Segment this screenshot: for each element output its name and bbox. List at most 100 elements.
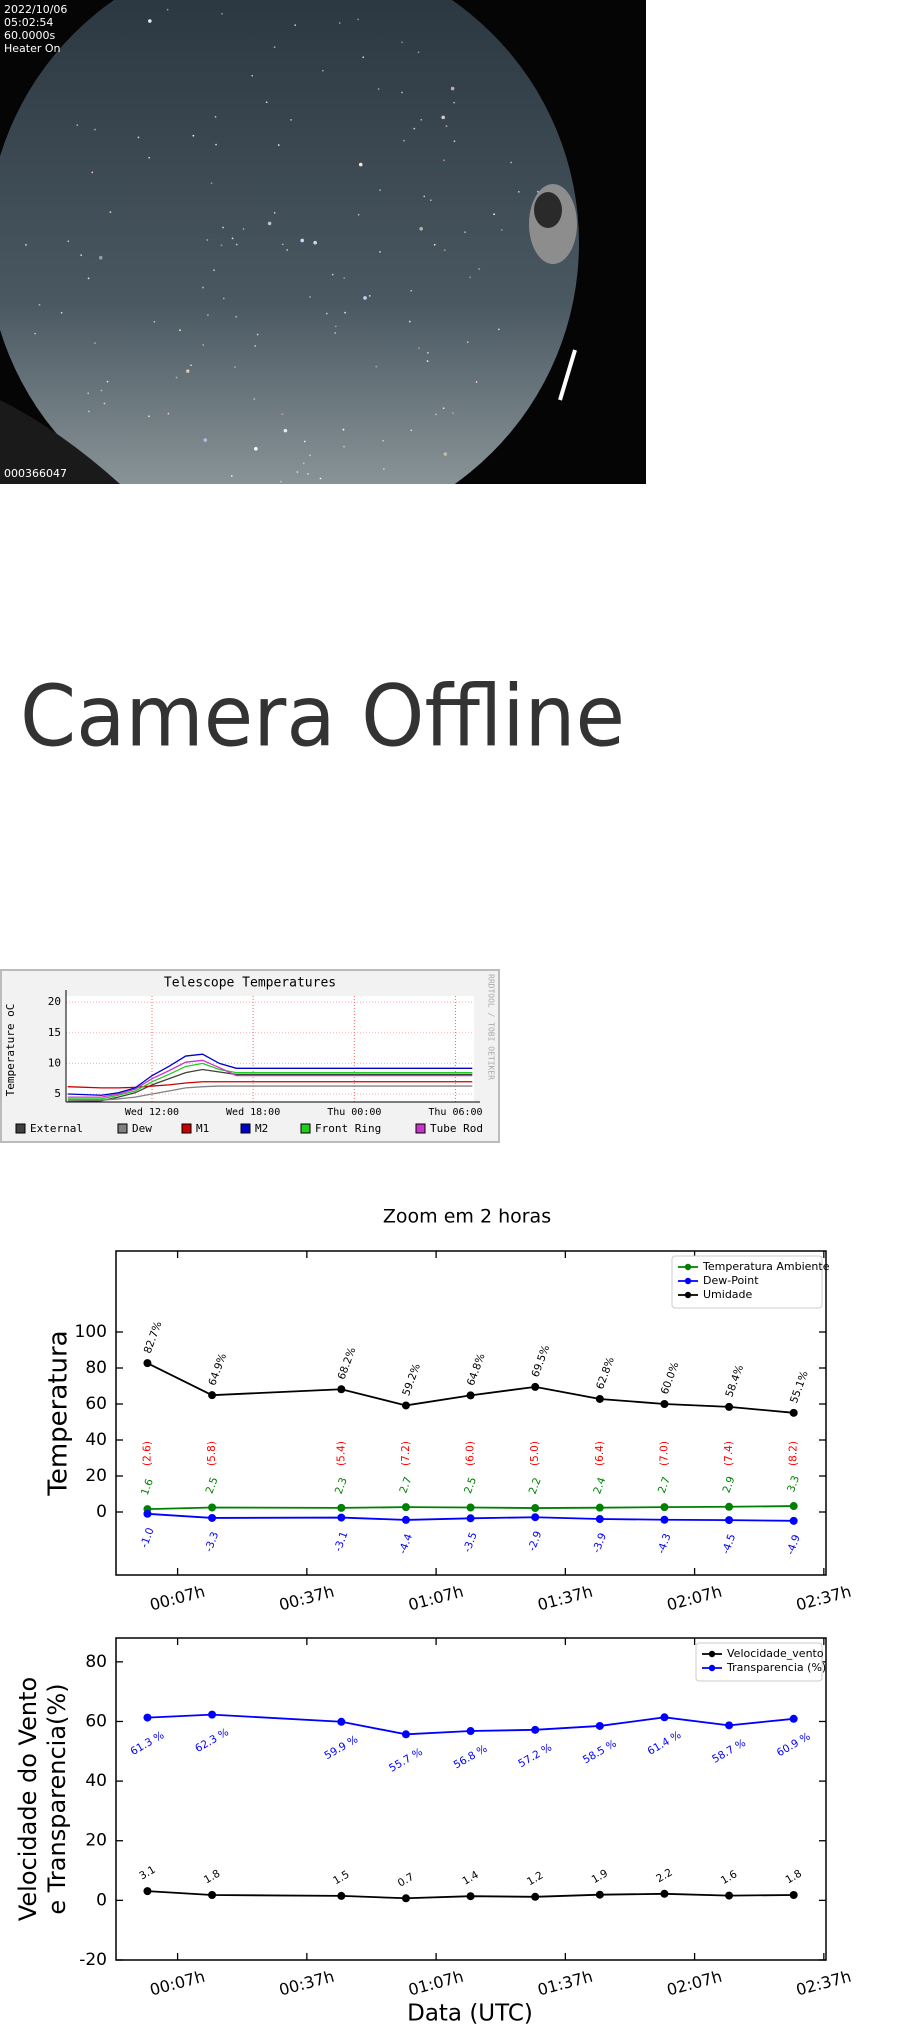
star	[442, 407, 445, 410]
star	[206, 239, 209, 241]
star	[453, 101, 456, 104]
data-label: 58.4%	[723, 1363, 746, 1398]
spread-label: (6.4)	[594, 1441, 606, 1466]
data-label: 60.9 %	[775, 1730, 813, 1759]
star	[220, 244, 223, 247]
data-point	[143, 1359, 152, 1368]
data-label: -1.0	[138, 1526, 156, 1549]
star	[403, 139, 405, 142]
y-tick-label: -20	[79, 1950, 107, 1970]
y-tick-label: 10	[48, 1056, 61, 1069]
legend-label: M2	[255, 1122, 268, 1135]
y-tick-label: 20	[48, 995, 61, 1008]
data-point	[789, 1408, 798, 1417]
star	[38, 303, 41, 306]
star	[377, 88, 380, 90]
data-label: 2.7	[397, 1475, 414, 1495]
offline-message: Camera Offline	[20, 667, 625, 766]
legend-label: Dew	[132, 1122, 152, 1135]
star	[401, 41, 404, 44]
star	[443, 159, 446, 162]
plot-area	[66, 996, 474, 1102]
y-tick-label: 40	[85, 1771, 107, 1791]
data-point	[789, 1516, 798, 1525]
data-point	[143, 1887, 152, 1896]
x-tick-label: 01:07h	[406, 1967, 465, 2000]
data-point	[660, 1713, 669, 1722]
legend-label: Front Ring	[315, 1122, 381, 1135]
data-point	[208, 1891, 217, 1900]
star	[254, 345, 257, 347]
data-point	[466, 1391, 475, 1400]
star	[265, 101, 268, 104]
star	[452, 412, 454, 415]
x-tick-label: 00:07h	[148, 1967, 207, 2000]
legend-marker	[708, 1664, 716, 1672]
star	[420, 118, 423, 121]
star	[203, 493, 205, 495]
data-label: 0.7	[396, 1871, 416, 1890]
data-point	[660, 1515, 669, 1524]
data-label: 1.8	[783, 1868, 803, 1887]
x-tick-label: 01:37h	[535, 1582, 594, 1615]
star	[254, 446, 258, 451]
star	[98, 255, 103, 260]
data-point	[337, 1891, 346, 1900]
star	[379, 251, 381, 253]
camera-overlay: 2022/10/06 05:02:54 60.0000s Heater On 0…	[4, 3, 67, 480]
legend-label: Dew-Point	[703, 1274, 759, 1287]
data-label: 59.9 %	[322, 1733, 360, 1762]
legend-label: External	[30, 1122, 83, 1135]
star	[87, 277, 90, 280]
legend-label: Velocidade_vento	[727, 1647, 824, 1660]
star	[167, 412, 170, 415]
x-tick-label: Thu 00:00	[327, 1107, 381, 1118]
star	[423, 195, 426, 198]
y-tick-label: 15	[48, 1026, 61, 1039]
chart-title: Telescope Temperatures	[164, 976, 336, 991]
star	[357, 18, 360, 21]
data-label: 61.3 %	[129, 1729, 167, 1758]
data-label: 1.5	[331, 1869, 351, 1888]
data-label: -4.3	[655, 1532, 673, 1555]
data-label: -4.4	[397, 1532, 415, 1556]
data-point	[401, 1515, 410, 1524]
data-point	[337, 1385, 346, 1394]
legend-swatch	[181, 1123, 192, 1134]
x-tick-label: 02:07h	[665, 1582, 724, 1615]
star	[450, 86, 455, 91]
data-label: 61.4 %	[646, 1729, 684, 1758]
camera-exposure: 60.0000s	[4, 29, 55, 42]
star	[213, 269, 215, 272]
spread-label: (8.2)	[788, 1441, 800, 1466]
star	[363, 296, 367, 300]
x-tick-label: Wed 18:00	[226, 1107, 280, 1118]
star	[466, 341, 469, 344]
star	[443, 249, 446, 252]
x-tick-label: 01:07h	[406, 1582, 465, 1615]
star	[179, 329, 181, 332]
star	[426, 360, 429, 363]
star	[419, 226, 423, 231]
data-point	[401, 1894, 410, 1903]
star	[313, 486, 315, 488]
y-tick-label: 20	[85, 1466, 107, 1486]
data-label: -4.9	[785, 1533, 803, 1556]
star	[294, 24, 297, 27]
data-label: 55.1%	[788, 1369, 811, 1404]
star	[94, 342, 96, 344]
data-point	[725, 1721, 734, 1730]
star	[235, 243, 238, 246]
y-tick-label: 80	[85, 1652, 107, 1672]
data-point	[725, 1402, 734, 1411]
star	[307, 473, 309, 475]
star	[343, 277, 346, 280]
legend-swatch	[240, 1123, 251, 1134]
y-tick-label: 40	[85, 1430, 107, 1450]
data-point	[208, 1503, 217, 1512]
star	[281, 413, 284, 416]
star	[435, 413, 437, 416]
x-tick-label: 01:37h	[535, 1967, 594, 2000]
data-point	[595, 1394, 604, 1403]
